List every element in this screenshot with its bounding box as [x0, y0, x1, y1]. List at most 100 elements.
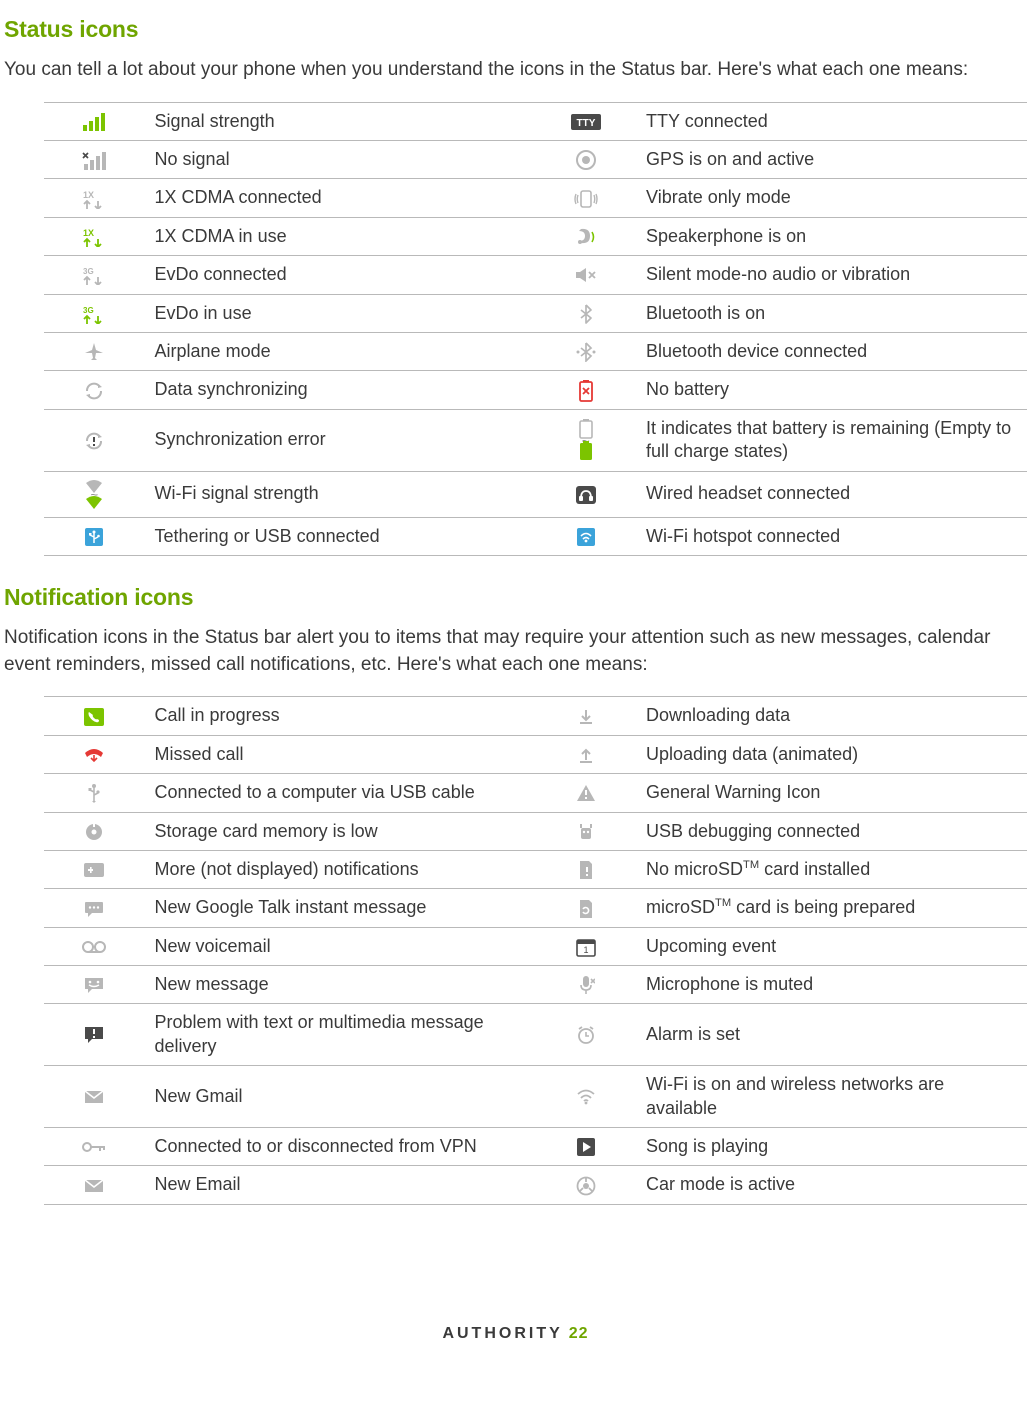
status-desc: Tethering or USB connected — [145, 517, 536, 555]
table-row: Connected to a computer via USB cable Ge… — [44, 774, 1027, 812]
status-desc: EvDo connected — [145, 256, 536, 294]
notif-desc: Microphone is muted — [636, 966, 1027, 1004]
microphone-muted-icon — [535, 966, 636, 1004]
notif-desc: New message — [145, 966, 536, 1004]
table-row: Missed call Uploading data (animated) — [44, 735, 1027, 773]
storage-low-icon — [44, 812, 145, 850]
cdma-1x-connected-icon: 1X — [44, 179, 145, 217]
status-desc: Silent mode-no audio or vibration — [636, 256, 1027, 294]
table-row: ~ Wi-Fi signal strength Wired headset co… — [44, 471, 1027, 517]
gtalk-message-icon — [44, 889, 145, 927]
wired-headset-icon — [535, 471, 636, 517]
svg-text:1: 1 — [583, 945, 588, 955]
svg-text:3G: 3G — [83, 306, 94, 315]
tethering-usb-icon — [44, 517, 145, 555]
tty-connected-icon: TTY — [535, 102, 636, 140]
song-playing-icon — [535, 1128, 636, 1166]
wifi-hotspot-icon — [535, 517, 636, 555]
status-desc: Vibrate only mode — [636, 179, 1027, 217]
table-row: 3G EvDo connected Silent mode-no audio o… — [44, 256, 1027, 294]
notif-text: microSDTM card is being prepared — [646, 897, 915, 917]
table-row: Data synchronizing No battery — [44, 371, 1027, 409]
notif-desc: New Google Talk instant message — [145, 889, 536, 927]
usb-debugging-icon — [535, 812, 636, 850]
table-row: 3G EvDo in use Bluetooth is on — [44, 294, 1027, 332]
status-desc: No signal — [145, 140, 536, 178]
data-sync-icon — [44, 371, 145, 409]
status-desc: Data synchronizing — [145, 371, 536, 409]
status-desc: Speakerphone is on — [636, 217, 1027, 255]
gps-active-icon — [535, 140, 636, 178]
more-notifications-icon — [44, 850, 145, 888]
status-desc: 1X CDMA in use — [145, 217, 536, 255]
notif-desc: Storage card memory is low — [145, 812, 536, 850]
status-desc: Airplane mode — [145, 332, 536, 370]
no-signal-icon — [44, 140, 145, 178]
notif-text: No microSDTM card installed — [646, 859, 870, 879]
notif-desc: microSDTM card is being prepared — [636, 889, 1027, 927]
table-row: 1X 1X CDMA in use Speakerphone is on — [44, 217, 1027, 255]
microsd-preparing-icon — [535, 889, 636, 927]
missed-call-icon — [44, 735, 145, 773]
table-row: Problem with text or multimedia message … — [44, 1004, 1027, 1066]
airplane-mode-icon — [44, 332, 145, 370]
table-row: New Gmail Wi-Fi is on and wireless netwo… — [44, 1066, 1027, 1128]
evdo-connected-icon: 3G — [44, 256, 145, 294]
notif-desc: Car mode is active — [636, 1166, 1027, 1204]
table-row: New voicemail 1 Upcoming event — [44, 927, 1027, 965]
notif-desc: Wi-Fi is on and wireless networks are av… — [636, 1066, 1027, 1128]
table-row: Storage card memory is low USB debugging… — [44, 812, 1027, 850]
status-desc: Wi-Fi signal strength — [145, 471, 536, 517]
notif-desc: New Email — [145, 1166, 536, 1204]
notif-desc: Missed call — [145, 735, 536, 773]
status-desc: Signal strength — [145, 102, 536, 140]
table-row: Connected to or disconnected from VPN So… — [44, 1128, 1027, 1166]
wifi-strength-icon: ~ — [44, 471, 145, 517]
status-desc: Bluetooth is on — [636, 294, 1027, 332]
page-footer: AUTHORITY22 — [4, 1325, 1027, 1343]
upcoming-event-icon: 1 — [535, 927, 636, 965]
status-desc: Synchronization error — [145, 409, 536, 471]
evdo-in-use-icon: 3G — [44, 294, 145, 332]
notif-desc: Song is playing — [636, 1128, 1027, 1166]
status-desc: TTY connected — [636, 102, 1027, 140]
new-voicemail-icon — [44, 927, 145, 965]
notif-desc: USB debugging connected — [636, 812, 1027, 850]
alarm-set-icon — [535, 1004, 636, 1066]
new-email-icon — [44, 1166, 145, 1204]
notif-desc: Upcoming event — [636, 927, 1027, 965]
table-row: New message Microphone is muted — [44, 966, 1027, 1004]
svg-text:3G: 3G — [83, 267, 94, 276]
new-gmail-icon — [44, 1066, 145, 1128]
silent-mode-icon — [535, 256, 636, 294]
notif-desc: Problem with text or multimedia message … — [145, 1004, 536, 1066]
table-row: New Google Talk instant message microSDT… — [44, 889, 1027, 927]
downloading-data-icon — [535, 697, 636, 735]
table-row: 1X 1X CDMA connected Vibrate only mode — [44, 179, 1027, 217]
status-desc: Wi-Fi hotspot connected — [636, 517, 1027, 555]
status-intro: You can tell a lot about your phone when… — [4, 57, 1027, 84]
status-desc: It indicates that battery is remaining (… — [636, 409, 1027, 471]
svg-text:TTY: TTY — [576, 118, 595, 129]
notif-desc: General Warning Icon — [636, 774, 1027, 812]
sync-error-icon — [44, 409, 145, 471]
table-row: Tethering or USB connected Wi-Fi hotspot… — [44, 517, 1027, 555]
no-microsd-icon — [535, 850, 636, 888]
notif-desc: Uploading data (animated) — [636, 735, 1027, 773]
car-mode-icon — [535, 1166, 636, 1204]
cdma-1x-in-use-icon: 1X — [44, 217, 145, 255]
notification-icons-table: Call in progress Downloading data Missed… — [44, 696, 1027, 1204]
status-desc: No battery — [636, 371, 1027, 409]
notif-desc: Connected to or disconnected from VPN — [145, 1128, 536, 1166]
notification-intro: Notification icons in the Status bar ale… — [4, 625, 1027, 678]
notif-desc: More (not displayed) notifications — [145, 850, 536, 888]
bluetooth-on-icon — [535, 294, 636, 332]
notif-desc: Connected to a computer via USB cable — [145, 774, 536, 812]
new-message-icon — [44, 966, 145, 1004]
footer-brand: AUTHORITY — [442, 1325, 562, 1342]
vpn-status-icon — [44, 1128, 145, 1166]
status-desc: EvDo in use — [145, 294, 536, 332]
vibrate-mode-icon — [535, 179, 636, 217]
no-battery-icon — [535, 371, 636, 409]
notif-desc: New Gmail — [145, 1066, 536, 1128]
